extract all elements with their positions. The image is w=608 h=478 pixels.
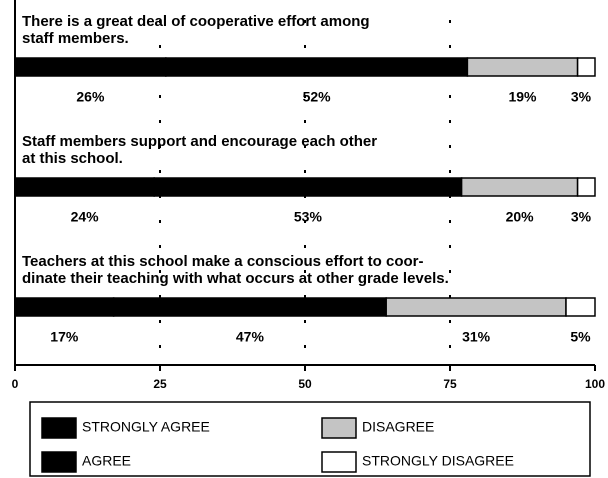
bar-segment: [14, 57, 167, 77]
value-label: 17%: [50, 329, 79, 345]
legend-swatch: [41, 451, 77, 473]
bar-segment: [576, 177, 596, 197]
question: There is a great deal of cooperative eff…: [22, 13, 370, 47]
bar-segment: [165, 57, 469, 77]
legend-swatch: [41, 417, 77, 439]
x-tick-label: 100: [585, 377, 605, 391]
legend-label: STRONGLY AGREE: [82, 419, 210, 435]
bar-segment: [576, 57, 596, 77]
question: Teachers at this school make a conscious…: [22, 253, 449, 287]
legend-swatch: [321, 417, 357, 439]
x-tick-label: 50: [298, 377, 312, 391]
value-label: 5%: [570, 329, 591, 345]
legend-label: STRONGLY DISAGREE: [362, 453, 514, 469]
x-tick-label: 75: [443, 377, 457, 391]
legend-box: [29, 401, 591, 477]
question: Staff members support and encourage each…: [22, 133, 378, 167]
x-tick-label: 0: [12, 377, 19, 391]
value-label: 47%: [236, 329, 265, 345]
legend-label: DISAGREE: [362, 419, 434, 435]
value-label: 3%: [571, 89, 592, 105]
legend-swatch: [321, 451, 357, 473]
bar-segment: [460, 177, 579, 197]
value-label: 19%: [508, 89, 537, 105]
value-label: 3%: [571, 209, 592, 225]
value-label: 26%: [76, 89, 105, 105]
bar-segment: [14, 297, 115, 317]
bar-segment: [153, 177, 463, 197]
value-label: 31%: [462, 329, 491, 345]
bar-segment: [385, 297, 567, 317]
value-label: 24%: [71, 209, 100, 225]
value-label: 20%: [506, 209, 535, 225]
bar-segment: [112, 297, 387, 317]
bar-segment: [466, 57, 579, 77]
value-label: 53%: [294, 209, 323, 225]
x-tick-label: 25: [153, 377, 167, 391]
bar-segment: [565, 297, 596, 317]
value-label: 52%: [303, 89, 332, 105]
bar-segment: [14, 177, 155, 197]
legend-label: AGREE: [82, 453, 131, 469]
